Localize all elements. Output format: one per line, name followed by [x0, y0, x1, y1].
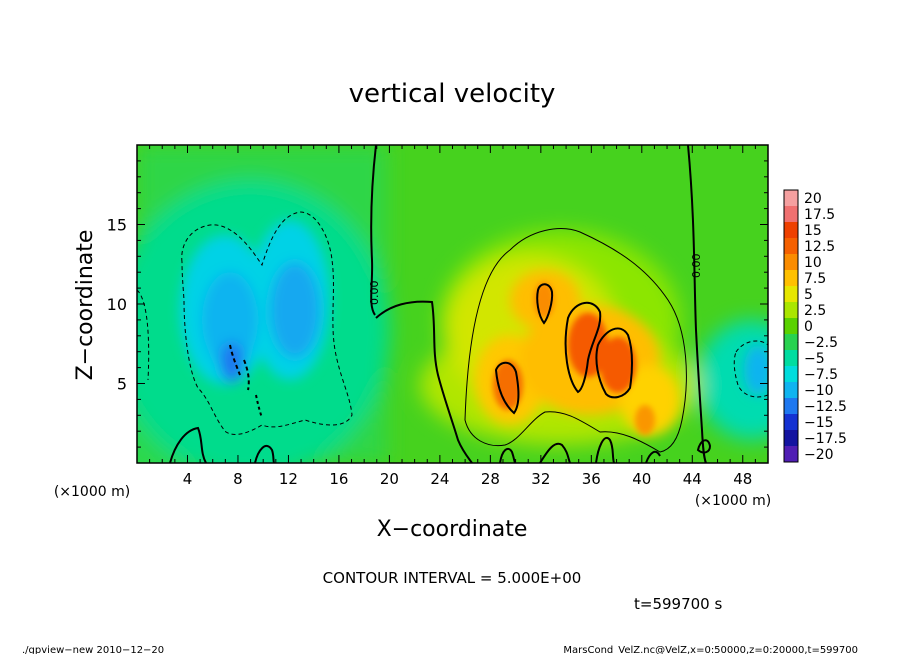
colorbar-swatch [784, 318, 798, 335]
y-axis-label: Z−coordinate [73, 230, 98, 381]
colorbar-swatch [784, 254, 798, 271]
x-tick-label: 44 [683, 470, 702, 488]
x-tick-label: 48 [733, 470, 752, 488]
colorbar-swatch [784, 430, 798, 447]
colorbar-label: 0 [804, 319, 813, 335]
contour-interval-text: CONTOUR INTERVAL = 5.000E+00 [323, 569, 582, 587]
y-tick-label: 10 [107, 295, 127, 314]
colorbar-label: 7.5 [804, 271, 826, 287]
y-tick-label: 5 [117, 375, 127, 394]
footer-left: ./gpview−new 2010−12−20 [22, 645, 164, 654]
footer-right: MarsCond_VelZ.nc@VelZ,x=0:50000,z=0:2000… [563, 645, 858, 654]
x-unit-left: (×1000 m) [54, 484, 130, 500]
x-tick-label: 16 [329, 470, 348, 488]
chart-title: vertical velocity [349, 79, 556, 109]
x-tick-label: 40 [632, 470, 651, 488]
colorbar-swatch [784, 206, 798, 223]
colorbar-label: 2.5 [804, 303, 826, 319]
colorbar-swatch [784, 334, 798, 351]
colorbar-swatch [784, 238, 798, 255]
x-axis-ticks: 4 8 12 16 20 24 28 32 36 40 44 48 [149, 145, 756, 488]
colorbar-label: 12.5 [804, 239, 835, 255]
colorbar-frame [783, 189, 799, 463]
velocity-field: 0.00 0.00 [137, 145, 768, 463]
time-stamp: t=599700 s [634, 595, 722, 613]
colorbar-swatch [784, 286, 798, 303]
x-tick-label: 4 [183, 470, 193, 488]
colorbar-swatch [784, 382, 798, 399]
colorbar-label: 5 [804, 287, 813, 303]
colorbar-label: −10 [804, 383, 834, 399]
colorbar-label: 10 [804, 255, 822, 271]
colorbar-swatch [784, 350, 798, 367]
colorbar-label: −12.5 [804, 399, 847, 415]
colorbar-label: −7.5 [804, 367, 838, 383]
colorbar-label: −17.5 [804, 431, 847, 447]
colorbar-label: 15 [804, 223, 822, 239]
colorbar-swatch [784, 302, 798, 319]
colorbar-label: −2.5 [804, 335, 838, 351]
x-tick-label: 28 [481, 470, 500, 488]
x-tick-label: 12 [279, 470, 298, 488]
x-tick-label: 8 [233, 470, 243, 488]
contour-label-left: 0.00 [368, 281, 381, 306]
x-tick-label: 36 [582, 470, 601, 488]
colorbar-label: −20 [804, 447, 834, 463]
colorbar-label: 20 [804, 191, 822, 207]
colorbar: 2017.51512.5107.552.50−2.5−5−7.5−10−12.5… [783, 189, 847, 463]
x-axis-label: X−coordinate [377, 517, 528, 542]
colorbar-swatch [784, 446, 798, 463]
y-tick-label: 15 [107, 216, 127, 235]
colorbar-label: −15 [804, 415, 834, 431]
colorbar-label: 17.5 [804, 207, 835, 223]
x-tick-label: 32 [531, 470, 550, 488]
colorbar-swatch [784, 366, 798, 383]
contour-label-right: 0.00 [690, 254, 703, 279]
colorbar-swatch [784, 190, 798, 207]
colorbar-swatch [784, 414, 798, 431]
y-axis-ticks: 5 10 15 [107, 160, 768, 448]
x-unit-right: (×1000 m) [695, 493, 771, 509]
colorbar-swatch [784, 222, 798, 239]
colorbar-swatch [784, 270, 798, 287]
x-tick-label: 20 [380, 470, 399, 488]
x-tick-label: 24 [430, 470, 449, 488]
colorbar-label: −5 [804, 351, 825, 367]
colorbar-swatch [784, 398, 798, 415]
